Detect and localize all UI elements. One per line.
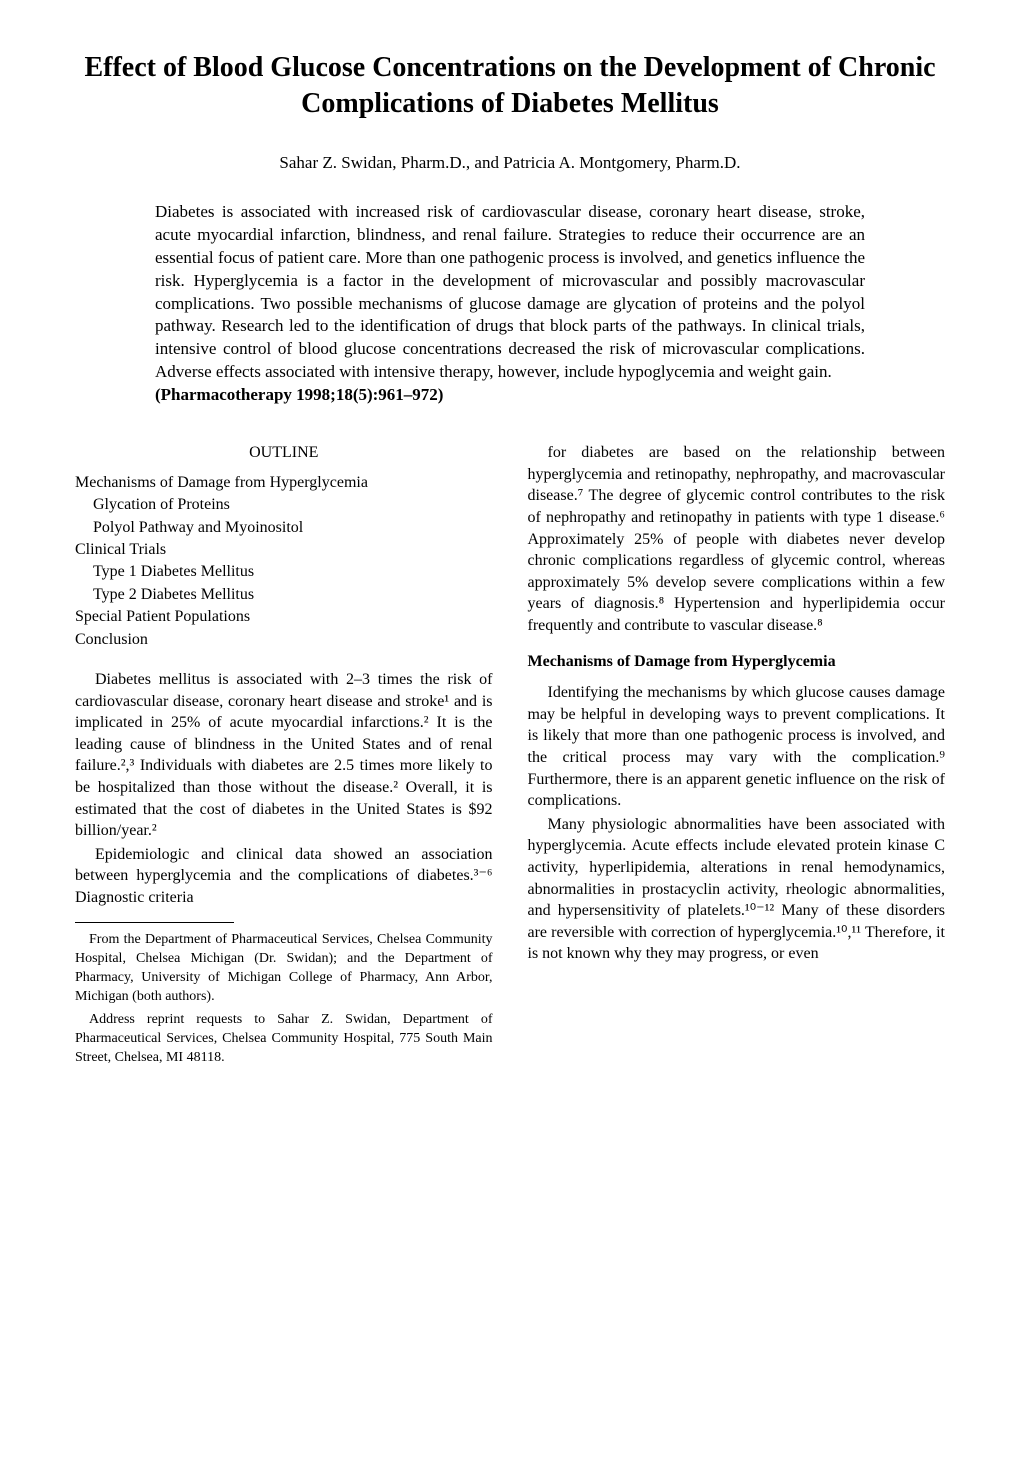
- footnote: Address reprint requests to Sahar Z. Swi…: [75, 1011, 493, 1068]
- outline-list: Mechanisms of Damage from HyperglycemiaG…: [75, 472, 493, 651]
- outline-item: Type 1 Diabetes Mellitus: [93, 561, 493, 583]
- abstract-text: Diabetes is associated with increased ri…: [155, 202, 865, 382]
- body-paragraph: for diabetes are based on the relationsh…: [528, 442, 946, 636]
- article-title: Effect of Blood Glucose Concentrations o…: [75, 50, 945, 123]
- outline-item: Glycation of Proteins: [93, 494, 493, 516]
- outline-item: Type 2 Diabetes Mellitus: [93, 584, 493, 606]
- body-paragraph: Diabetes mellitus is associated with 2–3…: [75, 669, 493, 842]
- abstract-block: Diabetes is associated with increased ri…: [155, 201, 865, 407]
- footnote-divider: [75, 922, 234, 923]
- outline-item: Mechanisms of Damage from Hyperglycemia: [75, 472, 493, 494]
- two-column-layout: OUTLINE Mechanisms of Damage from Hyperg…: [75, 442, 945, 1071]
- section-heading: Mechanisms of Damage from Hyperglycemia: [528, 651, 946, 673]
- outline-item: Polyol Pathway and Myoinositol: [93, 517, 493, 539]
- outline-item: Conclusion: [75, 629, 493, 651]
- citation: (Pharmacotherapy 1998;18(5):961–972): [155, 385, 443, 404]
- right-column: for diabetes are based on the relationsh…: [528, 442, 946, 1071]
- authors: Sahar Z. Swidan, Pharm.D., and Patricia …: [75, 153, 945, 173]
- footnote: From the Department of Pharmaceutical Se…: [75, 931, 493, 1007]
- body-paragraph: Epidemiologic and clinical data showed a…: [75, 844, 493, 909]
- body-paragraph: Many physiologic abnormalities have been…: [528, 814, 946, 965]
- outline-item: Special Patient Populations: [75, 606, 493, 628]
- body-paragraph: Identifying the mechanisms by which gluc…: [528, 682, 946, 812]
- outline-item: Clinical Trials: [75, 539, 493, 561]
- outline-heading: OUTLINE: [75, 442, 493, 464]
- left-column: OUTLINE Mechanisms of Damage from Hyperg…: [75, 442, 493, 1071]
